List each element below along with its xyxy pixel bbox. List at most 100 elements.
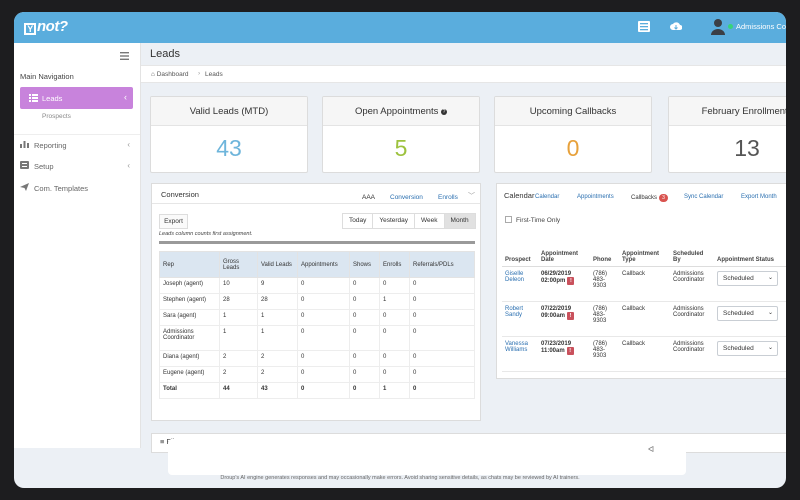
chevron-down-icon: ⌄ [767, 274, 773, 281]
footer-disclaimer: Droup's AI engine generates responses an… [220, 475, 580, 481]
callbacks-count-badge: 3 [659, 194, 669, 202]
sidebar-item-label: Setup [34, 162, 54, 171]
sidebar-subitem-prospects[interactable]: Prospects [42, 113, 71, 120]
prospect-link[interactable]: Robert Sandy [502, 301, 538, 337]
breadcrumb-separator: › [198, 70, 201, 77]
tab-aaa[interactable]: AAA [362, 194, 376, 201]
alert-icon: ! [566, 346, 574, 355]
table-cell: 28 [257, 293, 298, 310]
appointment-time: 11:00am [541, 347, 565, 354]
status-value: Scheduled [723, 309, 754, 317]
table-cell: 1 [379, 382, 410, 399]
checkbox-label: First-Time Only [516, 217, 561, 224]
sidebar-item-leads[interactable]: Leads ‹ [20, 87, 133, 109]
chevron-left-icon: ‹ [124, 92, 127, 102]
prospect-name[interactable]: Giselle Deleon [505, 270, 525, 283]
appointment-type-cell: Callback [619, 336, 670, 372]
stat-card-upcoming-callbacks[interactable]: Upcoming Callbacks 0 [494, 96, 652, 173]
table-cell: 1 [257, 309, 298, 326]
tab-conversion[interactable]: Conversion [390, 194, 423, 201]
range-today-button[interactable]: Today [349, 217, 367, 224]
help-icon[interactable]: ? [441, 109, 448, 115]
user-name[interactable]: Admissions Coordinator [736, 22, 786, 31]
appointment-date: 06/29/2019 [541, 270, 572, 277]
column-header: Rep [159, 251, 220, 278]
checkbox-box[interactable] [505, 216, 512, 223]
chevron-down-icon[interactable]: ﹀ [468, 193, 475, 200]
chat-input-card[interactable]: ᐊ [168, 439, 686, 475]
alert-icon: ! [567, 311, 575, 320]
column-header: Shows [349, 251, 380, 278]
tab-callbacks[interactable]: Callbacks 3 [631, 194, 669, 202]
breadcrumb-label: Dashboard [156, 71, 189, 78]
sidebar-item-label: Com. Templates [34, 184, 89, 193]
table-row: Giselle Deleon 06/29/2019 02:00pm! (786) 48… [502, 266, 786, 302]
send-icon[interactable]: ᐊ [648, 445, 655, 454]
scheduled-by-cell: Admissions Coordinator [670, 336, 714, 372]
range-month-button[interactable]: Month [443, 214, 475, 228]
date-range-group: Today Yesterday Week Month [342, 213, 476, 229]
table-row: Eugene (agent) 2 2 0 0 0 0 [159, 366, 475, 383]
appointment-date-cell: 06/29/2019 02:00pm! [538, 266, 590, 302]
tab-sync-calendar[interactable]: Sync Calendar [684, 194, 724, 200]
status-select[interactable]: Scheduled ⌄ [717, 340, 778, 356]
column-header: Referrals/PDLs [409, 251, 475, 278]
stat-value: 13 [734, 135, 760, 161]
range-yesterday-button[interactable]: Yesterday [372, 214, 414, 228]
prospect-name[interactable]: Robert Sandy [505, 305, 524, 318]
breadcrumb-dashboard[interactable]: ⌂ Dashboard [151, 71, 189, 78]
status-value: Scheduled [723, 274, 754, 282]
menu-toggle-icon[interactable] [120, 52, 129, 60]
prospect-link[interactable]: Vanessa Williams [502, 336, 538, 372]
sidebar-item-setup[interactable]: Setup ‹ [14, 156, 140, 176]
avatar[interactable] [710, 18, 726, 36]
table-cell: 0 [409, 325, 475, 351]
table-row: Joseph (agent) 10 9 0 0 0 0 [159, 277, 475, 294]
list-icon[interactable] [638, 21, 650, 32]
table-row: Vanessa Williams 07/23/2019 11:00am! (786) … [502, 336, 786, 372]
table-cell: 0 [379, 325, 410, 351]
chevron-left-icon: ‹ [127, 140, 130, 149]
status-cell: Scheduled ⌄ [714, 301, 786, 337]
stat-card-open-appointments[interactable]: Open Appointments ? 5 [322, 96, 480, 173]
first-time-only-checkbox[interactable]: First-Time Only [505, 216, 560, 224]
table-cell: 2 [257, 350, 298, 367]
table-cell: 0 [409, 293, 475, 310]
menu-icon: ≡ [160, 437, 167, 446]
range-week-button[interactable]: Week [414, 214, 444, 228]
status-cell: Scheduled ⌄ [714, 266, 786, 302]
table-cell: Sara (agent) [159, 309, 220, 326]
stat-card-february-enrollments[interactable]: February Enrollments 13 [668, 96, 786, 173]
sidebar-item-reporting[interactable]: Reporting ‹ [14, 134, 140, 154]
paper-plane-icon [20, 183, 29, 191]
table-cell: Total [159, 382, 220, 399]
appointment-time: 02:00pm [541, 277, 566, 284]
column-header: Appointment Status [714, 234, 786, 267]
table-cell: 0 [349, 293, 380, 310]
table-cell: 0 [379, 366, 410, 383]
table-cell: 0 [349, 350, 380, 367]
status-select[interactable]: Scheduled ⌄ [717, 305, 778, 321]
table-cell: 10 [219, 277, 258, 294]
appointment-date: 07/22/2019 [541, 305, 572, 312]
status-select[interactable]: Scheduled ⌄ [717, 270, 778, 286]
table-cell: 43 [257, 382, 298, 399]
table-cell: 0 [409, 366, 475, 383]
prospect-link[interactable]: Giselle Deleon [502, 266, 538, 302]
prospect-name[interactable]: Vanessa Williams [505, 340, 528, 353]
tab-export-month[interactable]: Export Month [741, 194, 777, 200]
cloud-download-icon[interactable] [670, 21, 682, 32]
tab-enrolls[interactable]: Enrolls [438, 194, 458, 201]
conversion-table: Rep Gross Leads Valid Leads Appointments… [159, 251, 475, 399]
tab-calendar[interactable]: Calendar [535, 194, 560, 200]
stat-card-valid-leads[interactable]: Valid Leads (MTD) 43 [150, 96, 308, 173]
home-icon: ⌂ [151, 71, 157, 78]
export-button[interactable]: Export [159, 214, 188, 229]
table-cell: 0 [297, 325, 350, 351]
sidebar-item-com-templates[interactable]: Com. Templates [14, 178, 140, 198]
tab-appointments[interactable]: Appointments [577, 194, 614, 200]
chevron-down-icon: ⌄ [767, 309, 773, 316]
table-row: Admissions Coordinator 1 1 0 0 0 0 [159, 325, 475, 351]
